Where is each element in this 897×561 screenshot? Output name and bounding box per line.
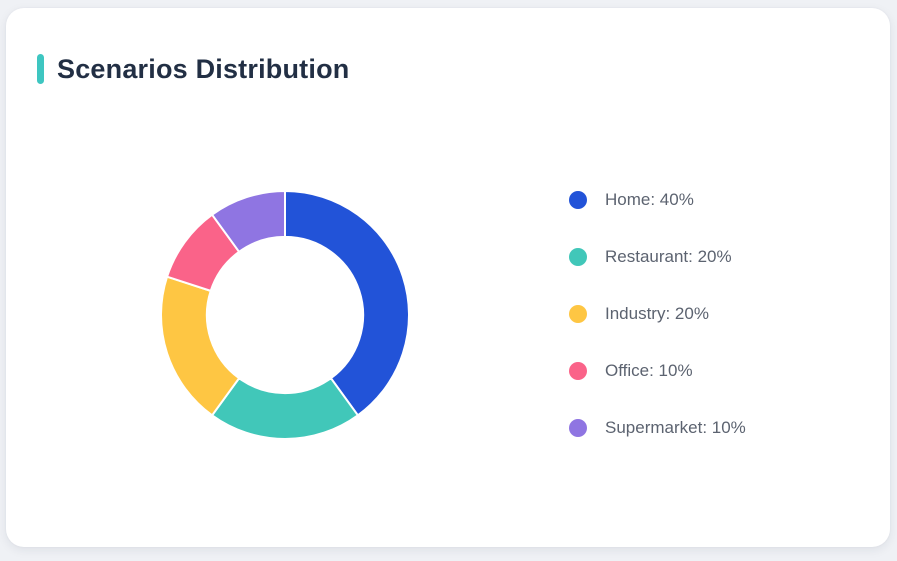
- card-title-row: Scenarios Distribution: [37, 53, 349, 85]
- legend-item-office[interactable]: Office: 10%: [569, 362, 746, 380]
- legend-item-home[interactable]: Home: 40%: [569, 191, 746, 209]
- legend-label: Office: 10%: [605, 361, 693, 380]
- legend-dot-icon: [569, 305, 587, 323]
- legend-label: Restaurant: 20%: [605, 247, 732, 266]
- pie-slice-industry[interactable]: [160, 275, 241, 417]
- pie-slice-supermarket[interactable]: [211, 190, 286, 253]
- scenarios-distribution-card: Scenarios Distribution Home: 40% Restaura…: [6, 8, 890, 547]
- pie-slice-home[interactable]: [284, 190, 410, 417]
- legend-item-industry[interactable]: Industry: 20%: [569, 305, 746, 323]
- legend-dot-icon: [569, 362, 587, 380]
- chart-legend: Home: 40% Restaurant: 20% Industry: 20% Off…: [569, 191, 746, 476]
- legend-dot-icon: [569, 419, 587, 437]
- pie-slice-restaurant[interactable]: [211, 377, 359, 440]
- donut-chart: [160, 190, 410, 440]
- legend-dot-icon: [569, 248, 587, 266]
- legend-label: Home: 40%: [605, 190, 694, 209]
- legend-item-supermarket[interactable]: Supermarket: 10%: [569, 419, 746, 437]
- legend-label: Supermarket: 10%: [605, 418, 746, 437]
- page-title: Scenarios Distribution: [57, 53, 350, 84]
- legend-item-restaurant[interactable]: Restaurant: 20%: [569, 248, 746, 266]
- legend-label: Industry: 20%: [605, 304, 709, 323]
- legend-dot-icon: [569, 191, 587, 209]
- title-accent-bar: [37, 54, 44, 84]
